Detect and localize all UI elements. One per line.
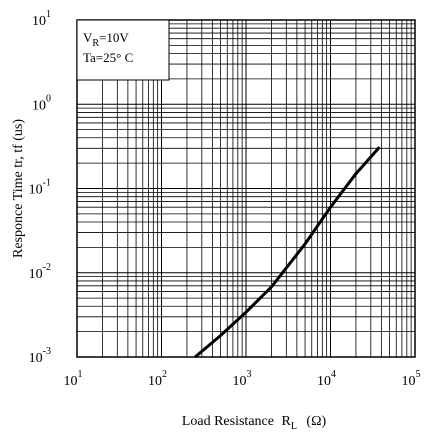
x-tick-label: 103 xyxy=(233,369,252,389)
y-axis-label: Responce Time tr, tf (us) xyxy=(11,119,26,258)
x-tick-base: 10 xyxy=(317,374,331,389)
y-tick-exponent: -2 xyxy=(43,262,51,273)
x-tick-label: 101 xyxy=(64,369,83,389)
data-series xyxy=(194,146,381,359)
y-tick-label: 100 xyxy=(32,93,51,113)
y-tick-exponent: -1 xyxy=(43,178,51,189)
x-axis-label-unit: (Ω) xyxy=(306,414,326,429)
x-axis-label-subscript: L xyxy=(291,421,297,432)
x-axis-label: Load Resistance RL (Ω) xyxy=(182,414,327,433)
x-tick-base: 10 xyxy=(233,374,247,389)
plot-frame xyxy=(76,19,416,358)
condition-vr-value: =10V xyxy=(99,30,129,45)
x-tick-labels: 101 102 103 104 105 xyxy=(64,369,421,389)
x-tick-base: 10 xyxy=(402,374,416,389)
x-tick-label: 105 xyxy=(402,369,421,389)
y-tick-exponent: 0 xyxy=(46,93,51,104)
condition-vr: VR=10V xyxy=(83,30,129,49)
condition-vr-subscript: R xyxy=(92,38,99,49)
y-tick-exponent: 1 xyxy=(46,9,51,20)
x-tick-exponent: 5 xyxy=(416,369,421,380)
conditions-box xyxy=(76,19,170,81)
y-tick-base: 10 xyxy=(32,98,46,113)
y-tick-base: 10 xyxy=(29,183,43,198)
y-tick-label: 10-1 xyxy=(29,178,51,198)
y-tick-base: 10 xyxy=(29,267,43,282)
x-axis-label-symbol: R xyxy=(281,414,291,429)
y-tick-base: 10 xyxy=(32,14,46,29)
y-tick-exponent: -3 xyxy=(43,346,51,357)
series-line xyxy=(194,146,381,359)
x-tick-exponent: 1 xyxy=(78,369,83,380)
x-tick-exponent: 2 xyxy=(162,369,167,380)
x-tick-label: 104 xyxy=(317,369,336,389)
y-tick-base: 10 xyxy=(29,351,43,366)
condition-ta: Ta=25° C xyxy=(83,50,133,65)
x-tick-label: 102 xyxy=(148,369,167,389)
x-tick-exponent: 3 xyxy=(247,369,252,380)
condition-vr-symbol: V xyxy=(83,30,93,45)
y-tick-label: 10-2 xyxy=(29,262,51,282)
y-tick-label: 101 xyxy=(32,9,51,29)
x-axis-label-text: Load Resistance xyxy=(182,414,274,429)
x-tick-exponent: 4 xyxy=(331,369,336,380)
y-tick-label: 10-3 xyxy=(29,346,51,366)
x-tick-base: 10 xyxy=(148,374,162,389)
x-tick-base: 10 xyxy=(64,374,78,389)
